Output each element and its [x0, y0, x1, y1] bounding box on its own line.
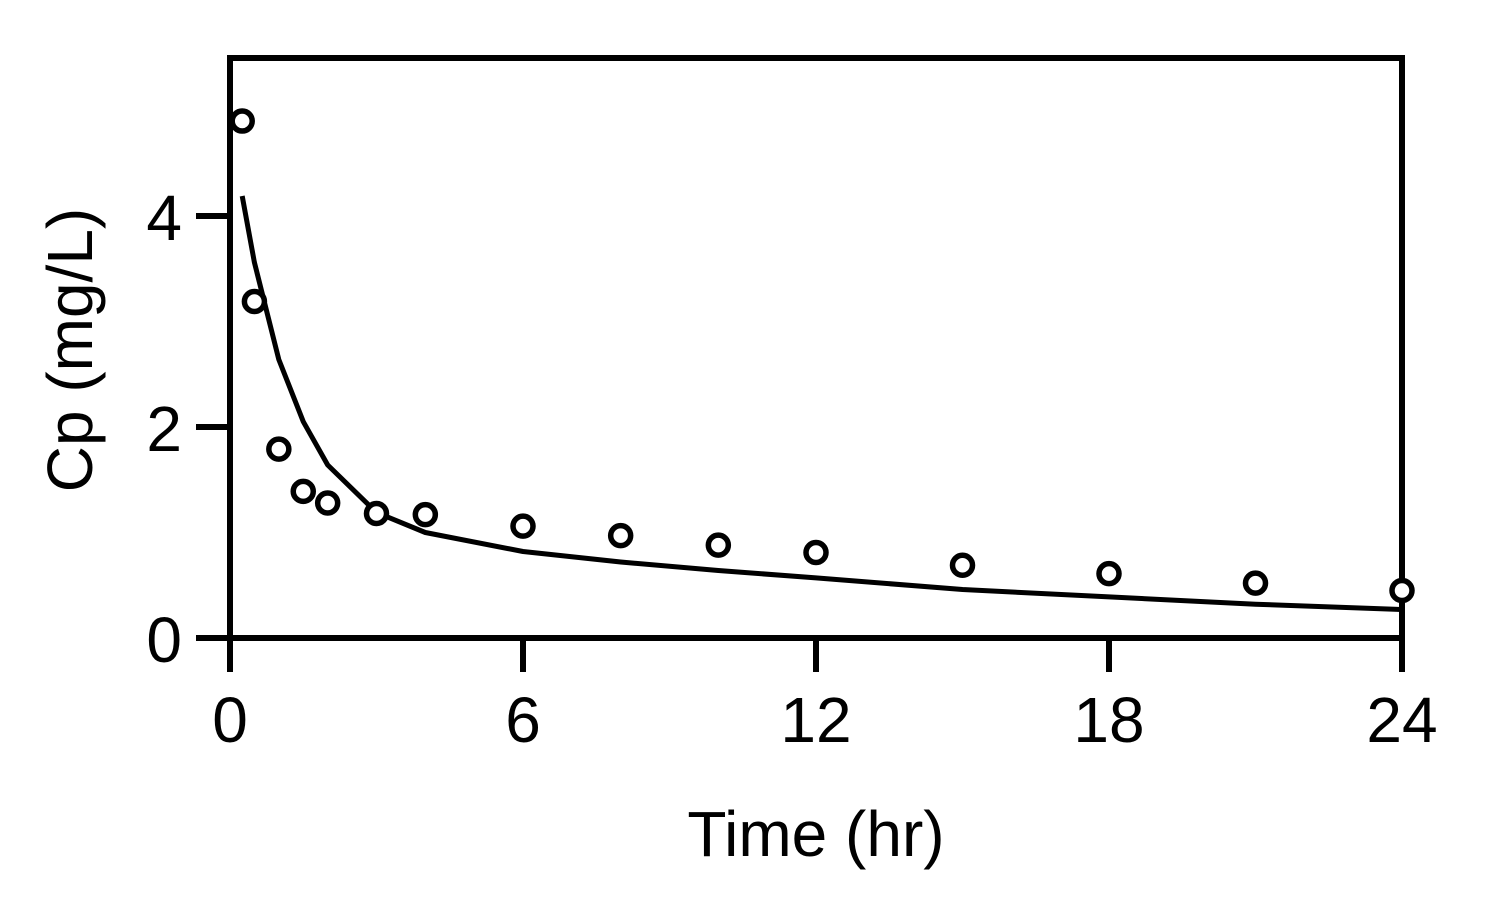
x-tick-label: 0 [212, 684, 248, 756]
data-point [510, 513, 536, 539]
data-point [229, 108, 255, 134]
y-tick-label: 0 [146, 604, 182, 676]
data-point [412, 501, 439, 528]
observed-points [229, 108, 1415, 604]
data-point [241, 288, 268, 315]
data-point [1389, 577, 1415, 604]
y-tick-label: 2 [146, 393, 182, 465]
y-axis: 0 2 4 Cp (mg/L) [34, 182, 230, 676]
x-axis: 0 6 12 18 24 Time (hr) [212, 638, 1438, 870]
data-point [1096, 560, 1122, 587]
x-axis-label: Time (hr) [687, 798, 944, 870]
data-point [314, 490, 341, 516]
data-point [705, 532, 732, 558]
data-point [266, 436, 292, 462]
data-point [803, 539, 829, 566]
y-tick-label: 4 [146, 182, 182, 254]
x-tick-label: 6 [505, 684, 541, 756]
x-tick-label: 24 [1366, 684, 1437, 756]
data-point [290, 478, 316, 505]
x-tick-label: 12 [780, 684, 851, 756]
y-axis-label: Cp (mg/L) [34, 208, 106, 493]
model-fit-line [239, 195, 1403, 612]
data-point [949, 552, 976, 578]
x-tick-label: 18 [1073, 684, 1144, 756]
data-point [1242, 570, 1269, 596]
data-point [607, 522, 634, 549]
data-point [363, 500, 390, 527]
